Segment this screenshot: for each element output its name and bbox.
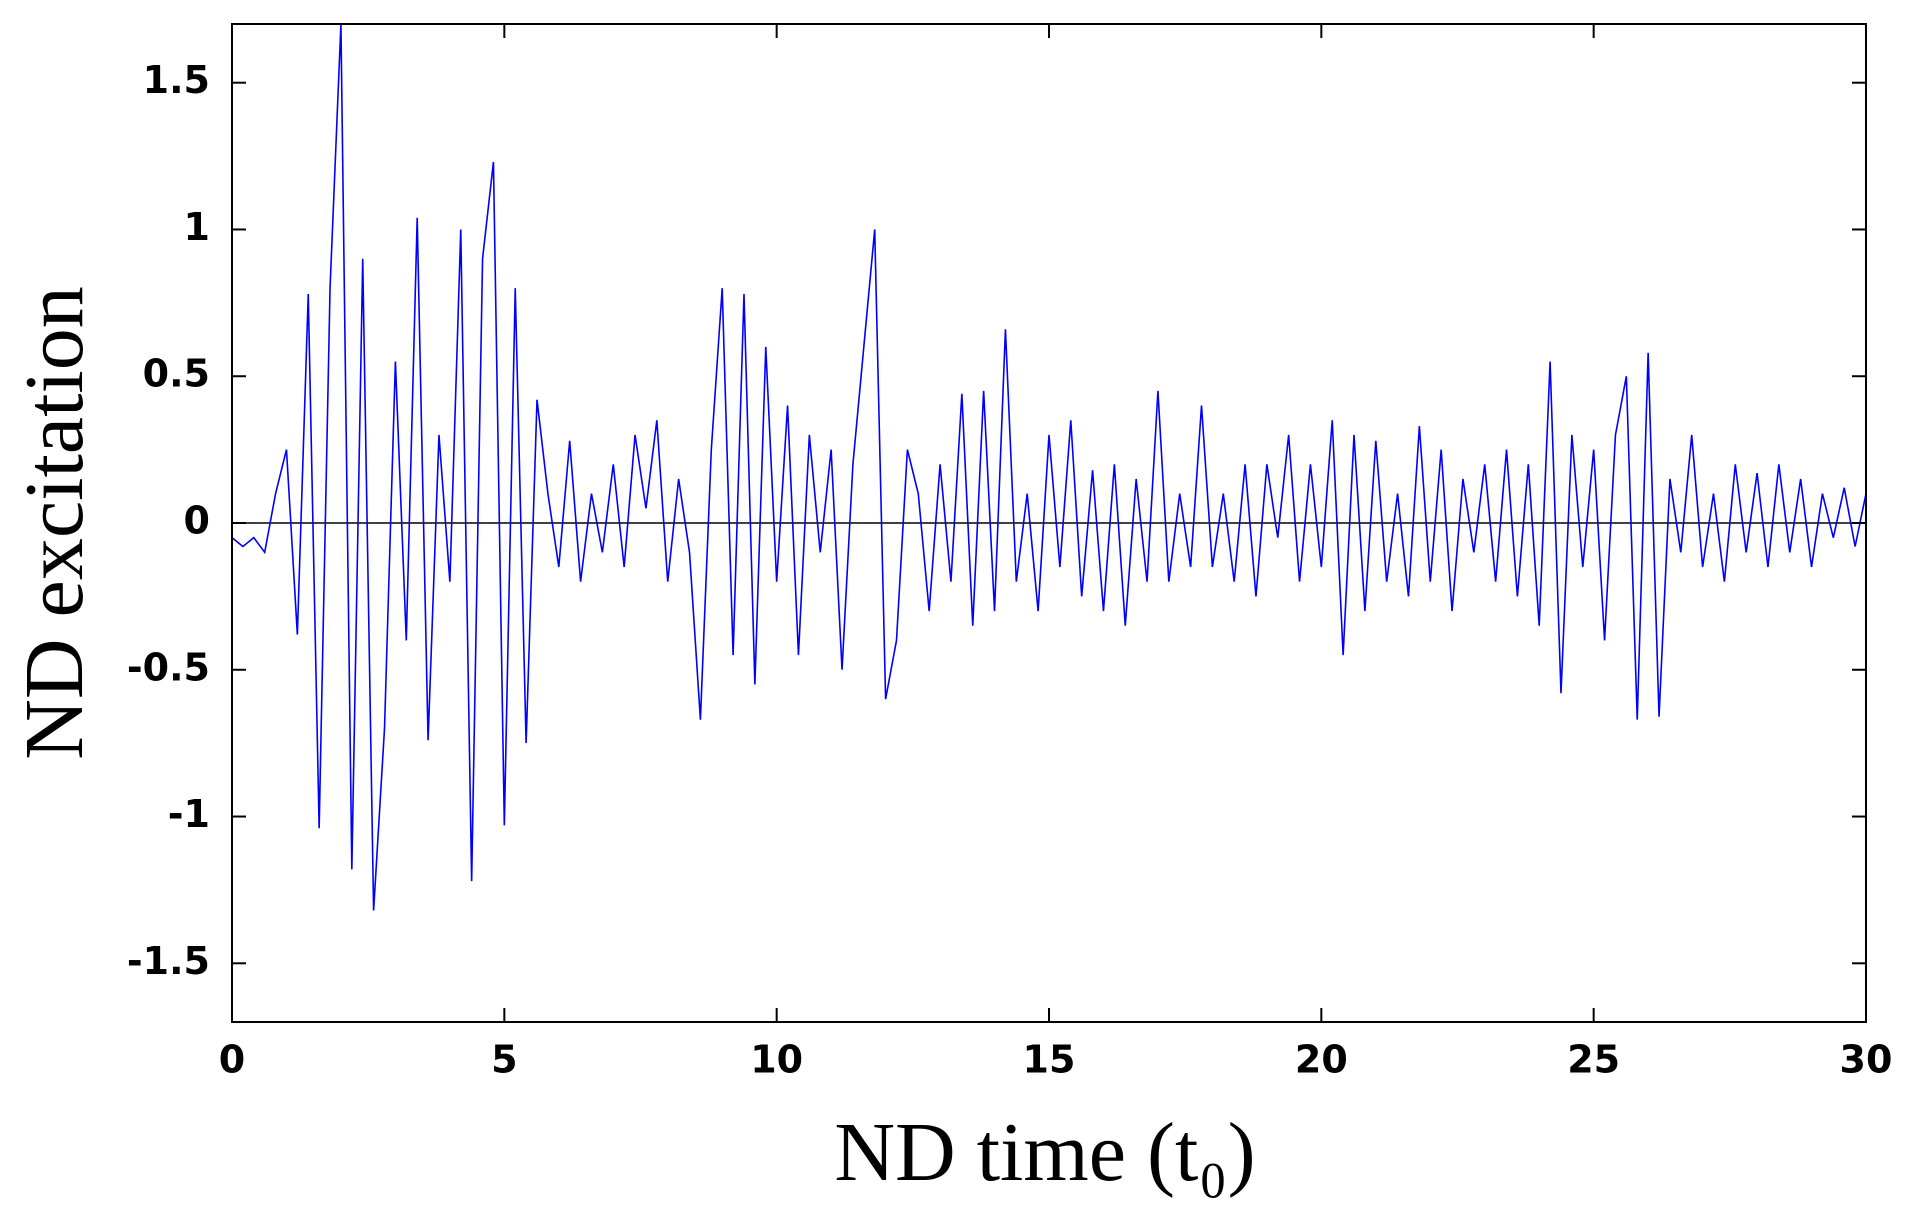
y-axis-label: ND excitation — [8, 286, 101, 760]
y-tick-label: 1 — [184, 205, 210, 249]
data-line — [232, 24, 1866, 911]
x-tick-label: 20 — [1295, 1038, 1348, 1082]
x-tick-label: 25 — [1567, 1038, 1620, 1082]
x-tick-label: 15 — [1023, 1038, 1076, 1082]
x-tick-label: 5 — [491, 1038, 517, 1082]
y-tick-label: -0.5 — [127, 645, 210, 689]
y-tick-label: 0 — [184, 499, 210, 543]
y-tick-label: 1.5 — [143, 58, 210, 102]
y-tick-label: 0.5 — [143, 352, 210, 396]
x-tick-label: 30 — [1840, 1038, 1893, 1082]
x-tick-label: 0 — [219, 1038, 245, 1082]
y-tick-label: -1.5 — [127, 939, 210, 983]
x-tick-label: 10 — [750, 1038, 803, 1082]
x-axis-label: ND time (t₀) — [834, 1106, 1255, 1199]
y-tick-label: -1 — [168, 792, 210, 836]
